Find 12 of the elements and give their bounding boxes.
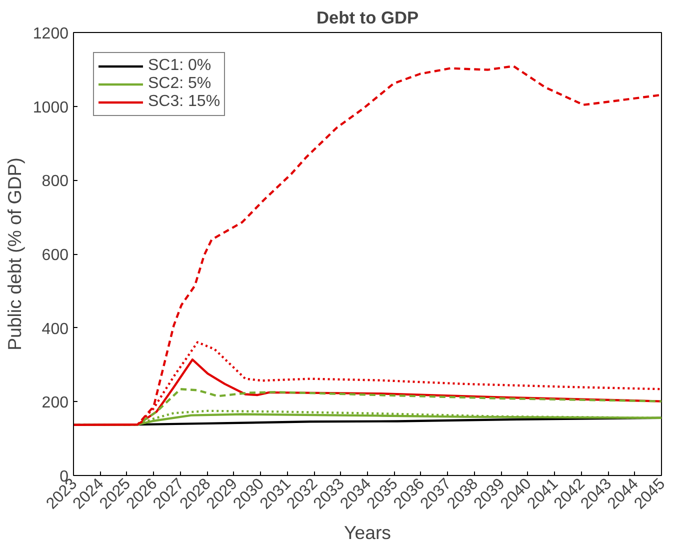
legend-label: SC2: 5% [148, 75, 212, 93]
y-tick-label: 1000 [32, 99, 69, 116]
x-axis-title: Years [344, 522, 392, 544]
y-tick-label: 800 [42, 173, 69, 190]
legend-label: SC3: 15% [148, 93, 220, 111]
chart-title: Debt to GDP [316, 8, 419, 28]
y-tick-label: 600 [42, 247, 69, 264]
y-tick-label: 1200 [32, 26, 69, 42]
y-tick-label: 200 [42, 394, 69, 412]
y-tick-label: 400 [42, 320, 69, 338]
legend-label: SC1: 0% [148, 57, 212, 75]
y-axis-title: Public debt (% of GDP) [4, 158, 25, 350]
